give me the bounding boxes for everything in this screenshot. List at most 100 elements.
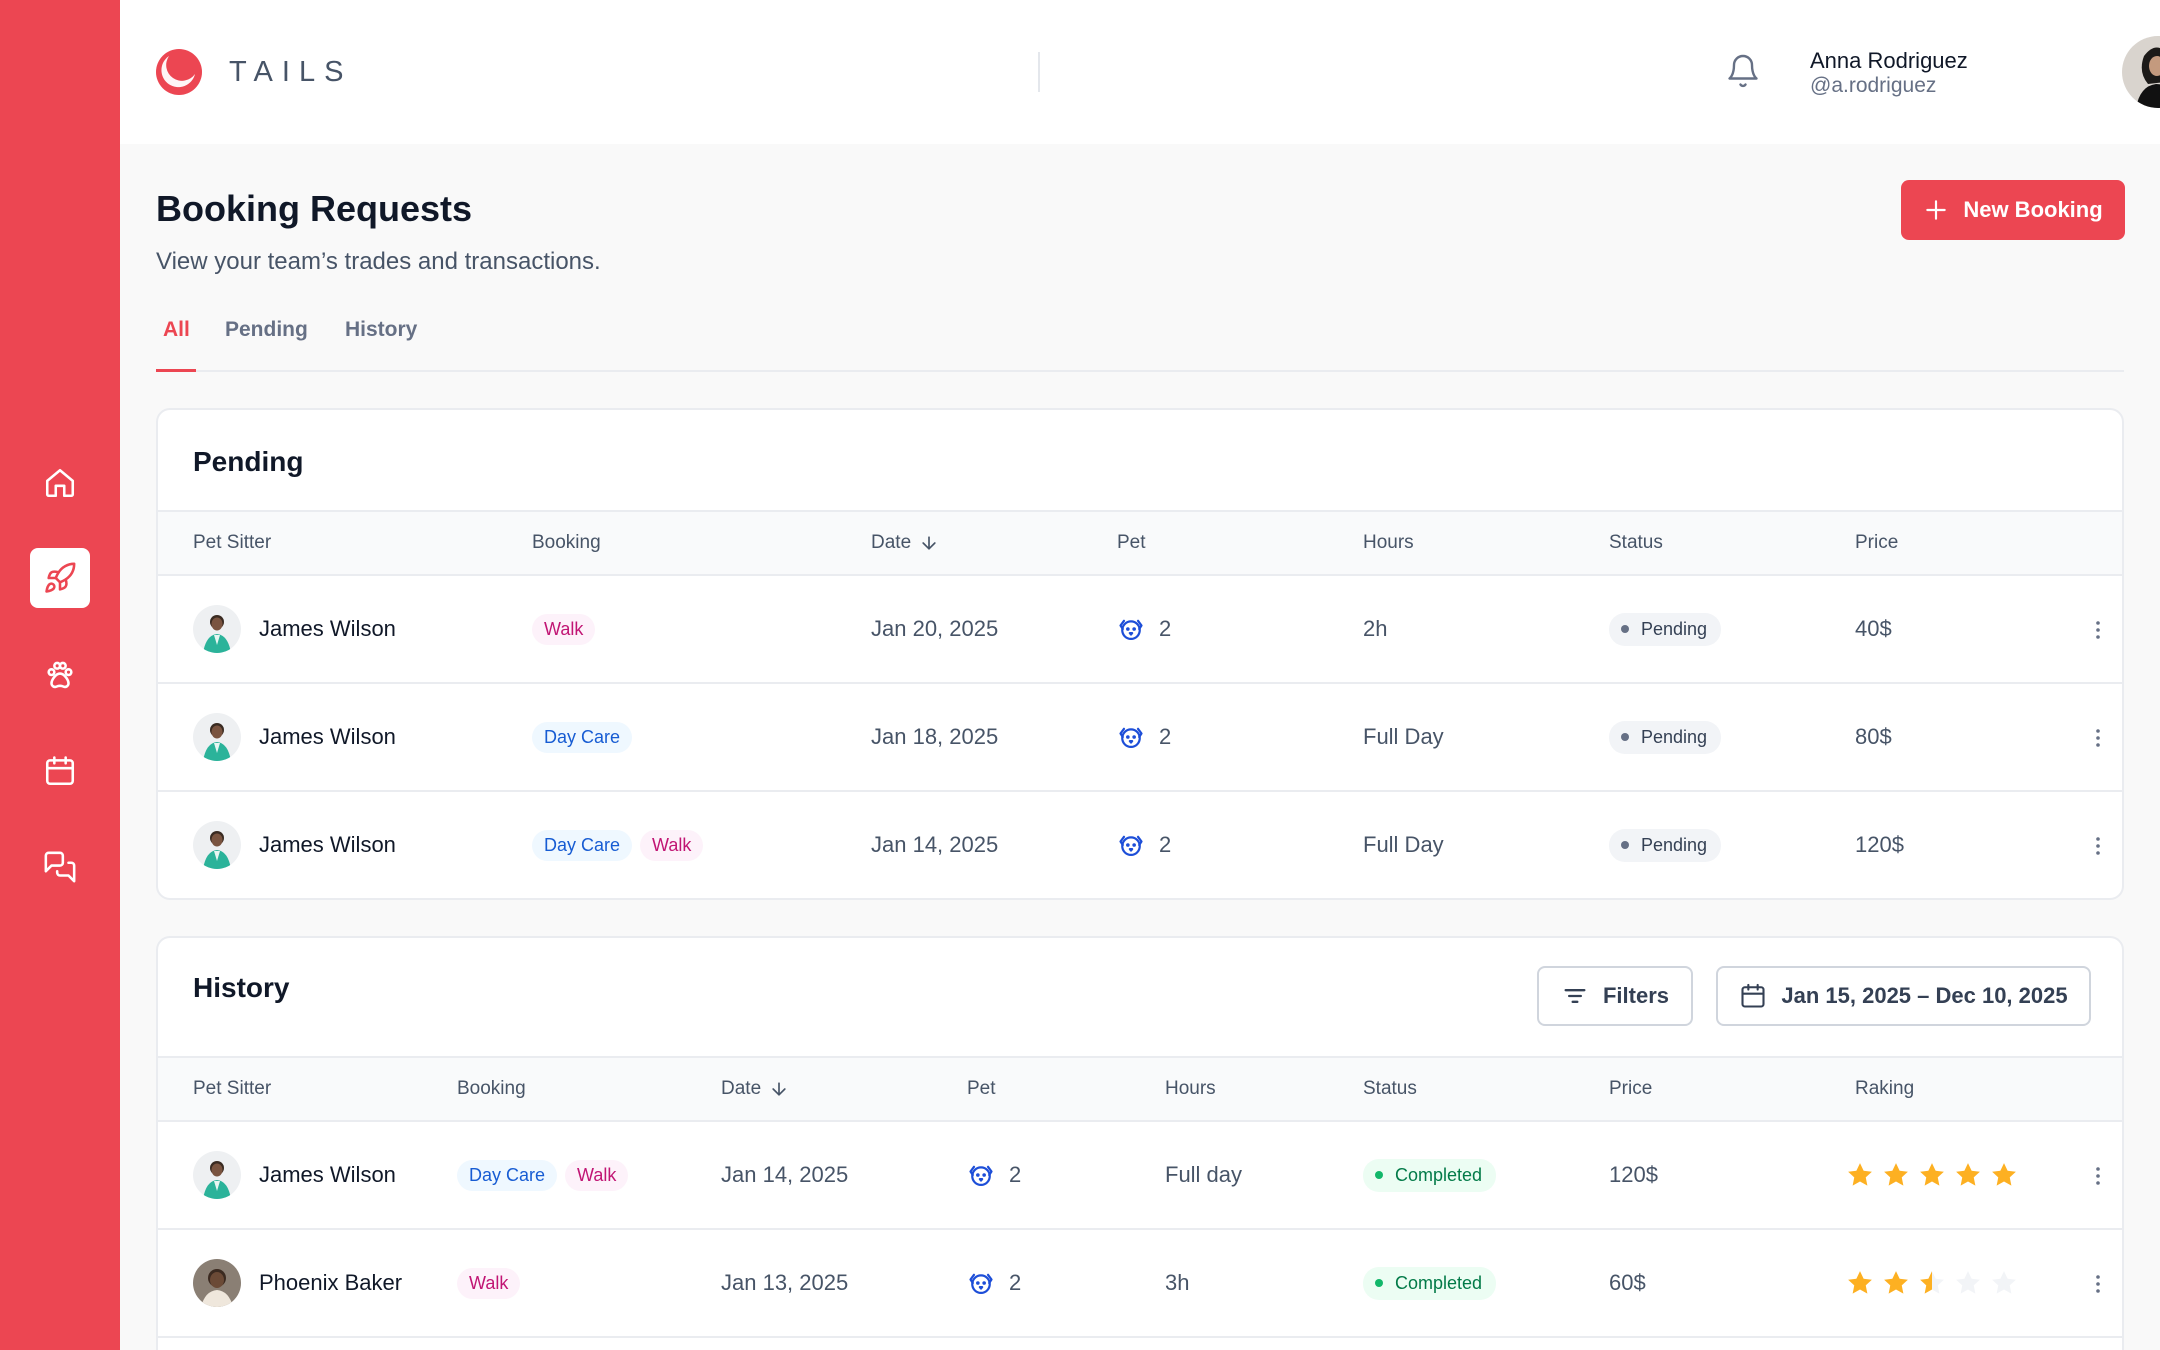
- sitter-name: James Wilson: [259, 724, 396, 749]
- more-vertical-icon: [2096, 837, 2100, 855]
- date-range-label: Jan 15, 2025 – Dec 10, 2025: [1781, 983, 2068, 1008]
- table-row[interactable]: James Wilson Day Care Jan 18, 2025 2 Full Da…: [158, 684, 2122, 792]
- col-hours: Hours: [1165, 1078, 1216, 1099]
- logo-icon: [156, 49, 202, 95]
- dog-face-icon: [969, 1165, 993, 1187]
- tab-pending[interactable]: Pending: [225, 318, 308, 341]
- pet-cell: 2: [967, 1122, 1021, 1228]
- user-handle: @a.rodriguez: [1810, 74, 1937, 97]
- filters-button[interactable]: Filters: [1537, 966, 1693, 1026]
- pet-count: 2: [1009, 1270, 1022, 1295]
- pet-count: 2: [1009, 1162, 1022, 1187]
- col-date-label: Date: [871, 532, 912, 553]
- avatar: [193, 1151, 241, 1199]
- sidebar: [0, 0, 120, 1350]
- more-vertical-icon: [2096, 1275, 2100, 1293]
- avatar: [193, 605, 241, 653]
- price-cell: 60$: [1609, 1270, 1646, 1295]
- nav-pets[interactable]: [30, 645, 90, 705]
- col-pet-sitter: Pet Sitter: [193, 1078, 272, 1099]
- status-cell: Completed: [1363, 1122, 1497, 1228]
- col-price: Price: [1609, 1078, 1653, 1099]
- col-date[interactable]: Date: [721, 1078, 789, 1100]
- pet-count: 2: [1159, 832, 1172, 857]
- sitter-avatar-image: [193, 821, 241, 869]
- hours-cell: Full day: [1165, 1162, 1243, 1187]
- row-actions-button[interactable]: [2086, 616, 2110, 649]
- status-badge: Pending: [1609, 828, 1722, 862]
- date-range-button[interactable]: Jan 15, 2025 – Dec 10, 2025: [1716, 966, 2091, 1026]
- date-cell: Jan 13, 2025: [721, 1270, 849, 1295]
- arrow-down-icon: [922, 536, 936, 550]
- more-vertical-icon: [2096, 621, 2100, 639]
- row-actions-button[interactable]: [2086, 832, 2110, 865]
- col-price: Price: [1855, 532, 1899, 553]
- col-date-label: Date: [721, 1078, 762, 1099]
- pet-count: 2: [1159, 724, 1172, 749]
- status-badge: Completed: [1363, 1158, 1497, 1192]
- sitter-name: James Wilson: [259, 616, 396, 641]
- logo[interactable]: TAILS: [155, 48, 352, 96]
- bell-icon: [1728, 54, 1758, 88]
- row-actions-button[interactable]: [2086, 724, 2110, 757]
- tab-history[interactable]: History: [345, 318, 418, 341]
- sitter-avatar-image: [193, 1259, 241, 1307]
- nav-calendar[interactable]: [30, 741, 90, 801]
- more-vertical-icon: [2096, 729, 2100, 747]
- status-label: Completed: [1395, 1164, 1483, 1185]
- pet-sitter-cell: Phoenix Baker: [193, 1230, 402, 1336]
- pet-cell: 2: [1117, 792, 1171, 898]
- table-row[interactable]: Phoenix Baker Walk Jan 13, 2025 2 3h Complete…: [158, 1230, 2122, 1338]
- avatar: [193, 1259, 241, 1307]
- avatar: [193, 821, 241, 869]
- status-cell: Completed: [1363, 1230, 1497, 1336]
- price-cell: 40$: [1855, 616, 1892, 641]
- history-title: History: [193, 972, 290, 1003]
- booking-cell: Day Care: [532, 684, 640, 790]
- star-icon: [1956, 1163, 1980, 1186]
- star-icon: [1884, 1271, 1908, 1294]
- nav-home[interactable]: [30, 453, 90, 513]
- page-title: Booking Requests: [156, 188, 473, 229]
- booking-cell: Day Care Walk: [532, 792, 711, 898]
- rocket-icon: [45, 562, 76, 593]
- price-cell: 120$: [1609, 1162, 1658, 1187]
- dog-face-icon: [1119, 727, 1143, 749]
- status-cell: Pending: [1609, 684, 1722, 790]
- table-row[interactable]: James Wilson Day Care Walk Jan 14, 2025 2 Ful…: [158, 1122, 2122, 1230]
- dog-face-icon: [1119, 835, 1143, 857]
- row-actions-button[interactable]: [2086, 1162, 2110, 1195]
- table-row[interactable]: James Wilson Walk Jan 20, 2025 2 2h Pending 40…: [158, 576, 2122, 684]
- status-cell: Pending: [1609, 792, 1722, 898]
- sitter-name: James Wilson: [259, 1162, 396, 1187]
- filter-lines-icon: [1564, 989, 1586, 1003]
- calendar-icon: [1741, 983, 1765, 1008]
- date-cell: Jan 14, 2025: [721, 1162, 849, 1187]
- row-actions-button[interactable]: [2086, 1270, 2110, 1303]
- col-date[interactable]: Date: [871, 532, 939, 554]
- user-avatar[interactable]: [2122, 36, 2160, 108]
- status-cell: Pending: [1609, 576, 1722, 682]
- pet-sitter-cell: James Wilson: [193, 576, 396, 682]
- booking-cell: Day Care Walk: [457, 1122, 636, 1228]
- col-pet-sitter: Pet Sitter: [193, 532, 272, 553]
- notifications-button[interactable]: [1725, 52, 1761, 95]
- new-booking-label: New Booking: [1963, 197, 2103, 222]
- nav-messages[interactable]: [30, 837, 90, 897]
- home-icon: [45, 468, 75, 498]
- booking-tag: Day Care: [532, 721, 633, 753]
- rating-stars: [1845, 1268, 2019, 1298]
- pending-card: Pending Pet Sitter Booking Date Pet Hour…: [156, 408, 2124, 900]
- new-booking-button[interactable]: New Booking: [1901, 180, 2125, 240]
- tabs: All Pending History: [156, 318, 2124, 372]
- nav-bookings[interactable]: [30, 548, 90, 608]
- col-booking: Booking: [457, 1078, 526, 1099]
- tab-all[interactable]: All: [156, 318, 196, 372]
- calendar-icon: [45, 756, 75, 786]
- top-bar: TAILS Anna Rodriguez @a.rodriguez: [120, 0, 2160, 144]
- col-rating: Raking: [1855, 1078, 1915, 1099]
- pet-sitter-cell: James Wilson: [193, 792, 396, 898]
- booking-tag: Day Care: [532, 829, 633, 861]
- table-row[interactable]: James Wilson Day Care Walk Jan 14, 2025 2 Ful…: [158, 792, 2122, 898]
- date-cell: Jan 18, 2025: [871, 724, 999, 749]
